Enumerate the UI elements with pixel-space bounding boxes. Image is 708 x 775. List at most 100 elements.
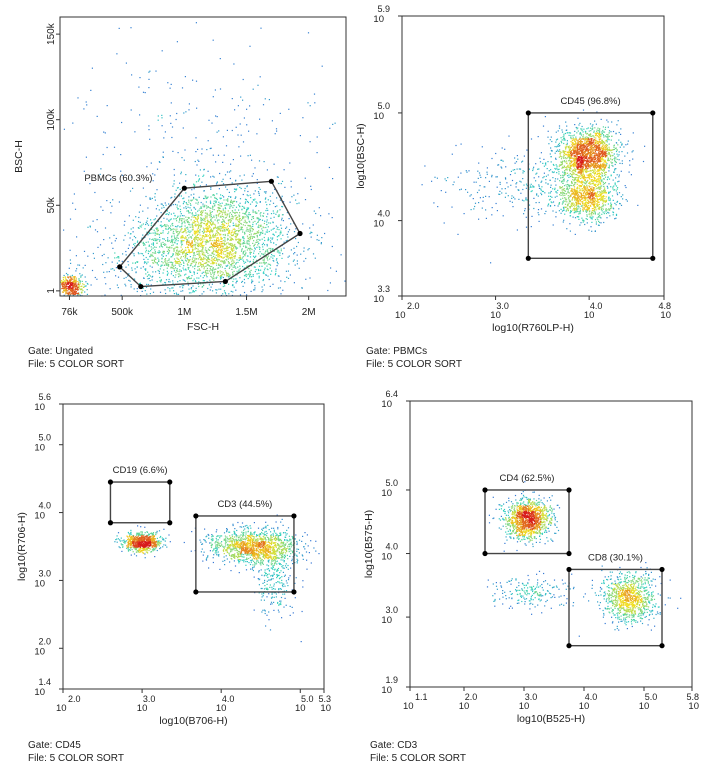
data-point: [632, 150, 634, 152]
gate-vertex-handle[interactable]: [297, 230, 303, 237]
data-point: [615, 157, 617, 159]
data-point: [573, 184, 575, 186]
data-point: [216, 234, 219, 236]
data-point: [200, 226, 203, 228]
data-point: [574, 178, 577, 180]
data-point: [209, 246, 211, 248]
data-point: [557, 144, 560, 146]
data-point: [253, 193, 255, 195]
data-point: [238, 239, 240, 241]
data-point: [571, 173, 573, 175]
data-point: [535, 202, 537, 204]
data-point: [581, 174, 583, 176]
data-point: [320, 243, 322, 245]
data-point: [570, 136, 572, 138]
data-point: [508, 135, 510, 137]
data-point: [312, 224, 314, 226]
data-point: [219, 203, 221, 205]
data-point: [230, 218, 232, 220]
data-point: [616, 192, 618, 194]
data-point: [165, 262, 167, 264]
data-point: [215, 248, 217, 250]
data-point: [618, 174, 620, 176]
data-point: [567, 184, 569, 186]
gate-vertex-handle[interactable]: [222, 278, 228, 285]
data-point: [157, 233, 159, 235]
data-point: [186, 253, 189, 255]
data-point: [279, 231, 281, 234]
data-point: [608, 143, 610, 145]
data-point: [77, 264, 79, 266]
data-point: [278, 250, 280, 252]
data-point: [272, 192, 274, 194]
data-point: [78, 278, 80, 280]
data-point: [190, 237, 193, 239]
data-point: [72, 288, 74, 290]
data-point: [160, 265, 162, 268]
data-point: [166, 260, 168, 262]
gate-vertex-handle[interactable]: [181, 185, 187, 191]
data-point: [163, 269, 165, 271]
data-point: [150, 223, 152, 225]
data-point: [269, 258, 271, 260]
data-point: [138, 227, 140, 229]
data-point: [227, 261, 229, 263]
data-point: [296, 260, 298, 262]
data-point: [599, 131, 601, 133]
data-point: [167, 247, 169, 249]
data-point: [265, 209, 267, 212]
data-point: [528, 204, 531, 206]
data-point: [572, 135, 574, 137]
data-point: [204, 249, 206, 251]
data-point: [603, 191, 605, 193]
data-point: [154, 193, 156, 195]
data-point: [547, 161, 549, 163]
data-point: [107, 257, 109, 259]
data-point: [518, 198, 520, 200]
gate-vertex-handle[interactable]: [138, 283, 144, 290]
data-point: [242, 224, 244, 226]
gate-vertex-handle[interactable]: [268, 178, 274, 184]
data-point: [228, 195, 230, 198]
data-point: [566, 125, 568, 127]
data-point: [586, 214, 588, 216]
data-point: [151, 254, 153, 256]
data-point: [225, 242, 228, 244]
scatter-plot-cd45[interactable]: CD45 (96.8%) 102.0103.0104.0104.83.3104.…: [354, 0, 708, 335]
data-point: [172, 287, 174, 289]
data-point: [234, 230, 237, 233]
data-point: [575, 182, 577, 184]
data-point: [209, 214, 211, 216]
data-point: [216, 243, 219, 245]
scatter-plot-fsc-bsc[interactable]: PBMCs (60.3%) 76k 500k 1M 1.5M 2M150k100k150…: [0, 0, 354, 335]
data-point: [222, 208, 224, 210]
data-point: [194, 221, 196, 223]
data-point: [589, 123, 592, 125]
data-point: [188, 201, 190, 203]
data-point: [170, 267, 172, 269]
data-point: [69, 287, 71, 289]
data-point: [203, 254, 205, 256]
data-point: [604, 190, 606, 192]
data-point: [189, 270, 191, 272]
data-point: [117, 276, 120, 278]
data-point: [495, 202, 497, 205]
data-point: [252, 275, 254, 277]
data-point: [177, 252, 179, 254]
data-point: [196, 218, 198, 220]
data-point: [554, 146, 556, 148]
data-point: [181, 251, 184, 253]
data-point: [605, 212, 608, 215]
data-point: [151, 197, 153, 199]
data-point: [269, 222, 272, 224]
data-point: [197, 159, 199, 161]
data-point: [177, 247, 179, 249]
data-point: [232, 280, 234, 283]
data-point: [191, 248, 194, 251]
data-point: [238, 269, 240, 271]
data-point: [249, 214, 251, 216]
gate-vertex-handle[interactable]: [117, 264, 123, 270]
data-point: [605, 171, 607, 173]
data-point: [187, 226, 189, 228]
data-point: [283, 241, 285, 243]
